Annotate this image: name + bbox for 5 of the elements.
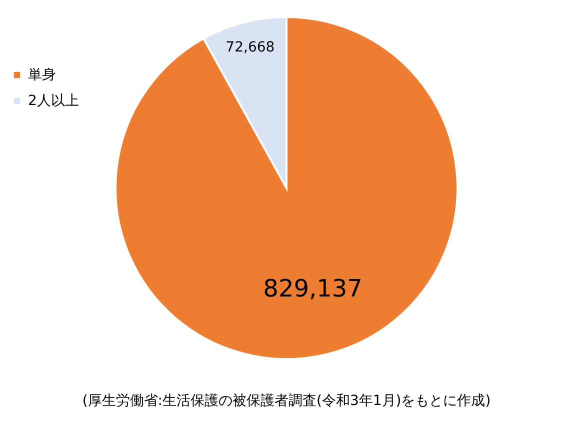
legend-label: 2人以上 — [28, 93, 79, 109]
data-label: 829,137 — [263, 274, 362, 303]
data-label: 72,668 — [226, 40, 275, 56]
legend-label: 単身 — [28, 67, 56, 83]
text: (厚生労働省:生活保護の被保護者調査(令和3年1月)をもとに作成) — [82, 393, 491, 409]
